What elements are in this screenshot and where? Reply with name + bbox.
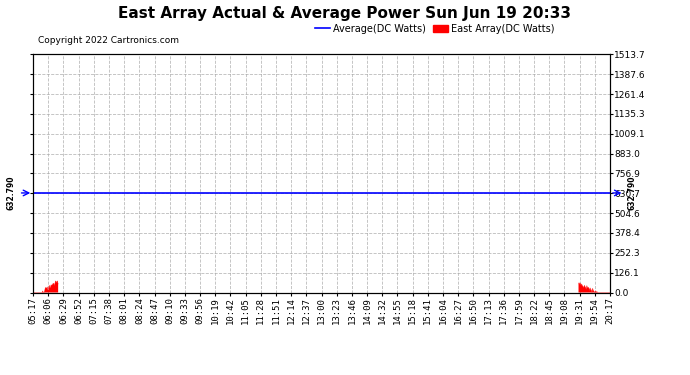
Text: East Array Actual & Average Power Sun Jun 19 20:33: East Array Actual & Average Power Sun Ju… [119, 6, 571, 21]
Legend: Average(DC Watts), East Array(DC Watts): Average(DC Watts), East Array(DC Watts) [311, 20, 558, 38]
Text: 632.790: 632.790 [7, 176, 16, 210]
Text: 632.790: 632.790 [627, 176, 636, 210]
Text: Copyright 2022 Cartronics.com: Copyright 2022 Cartronics.com [38, 36, 179, 45]
